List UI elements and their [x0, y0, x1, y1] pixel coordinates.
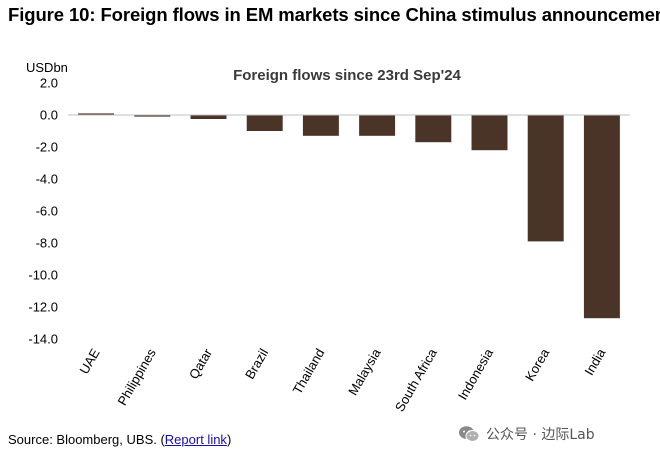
y-tick-label: -2.0: [36, 140, 58, 155]
x-tick-label: Qatar: [186, 345, 216, 381]
bar-south-africa: [415, 115, 452, 143]
bar-malaysia: [359, 115, 396, 136]
x-tick-label: UAE: [76, 346, 103, 377]
y-tick-label: -4.0: [36, 172, 58, 187]
y-tick-label: -12.0: [28, 300, 58, 315]
y-tick-label: 0.0: [40, 108, 58, 123]
x-tick-label: Malaysia: [345, 345, 384, 398]
y-axis-label: USDbn: [26, 60, 68, 75]
wechat-icon: [459, 426, 480, 442]
watermark-text: 公众号 · 边际Lab: [486, 427, 595, 443]
y-tick-label: -10.0: [28, 268, 58, 283]
bar-thailand: [302, 115, 339, 136]
bar-philippines: [134, 115, 171, 117]
x-tick-label: Thailand: [290, 346, 328, 397]
bar-qatar: [190, 115, 227, 119]
bars: [78, 113, 620, 319]
bar-indonesia: [471, 115, 508, 151]
x-tick-label: Korea: [522, 345, 553, 383]
y-axis-ticks: 2.0 0.0 -2.0 -4.0 -6.0 -8.0 -10.0 -12.0 -14.0: [28, 76, 58, 347]
bar-india: [583, 115, 620, 319]
source-note: Source: Bloomberg, UBS. (Report link): [8, 432, 231, 447]
bar-brazil: [246, 115, 283, 131]
y-tick-label: -6.0: [36, 204, 58, 219]
y-tick-label: -8.0: [36, 236, 58, 251]
source-suffix: ): [226, 432, 232, 447]
x-tick-label: Indonesia: [455, 345, 497, 402]
figure-title: Figure 10: Foreign flows in EM markets s…: [8, 4, 660, 25]
x-tick-label: South Africa: [392, 345, 440, 414]
x-tick-label: Philippines: [114, 346, 159, 408]
chart-title: Foreign flows since 23rd Sep'24: [233, 67, 461, 84]
report-link[interactable]: Report link: [164, 432, 227, 447]
x-tick-label: India: [581, 345, 608, 378]
watermark: 公众号 · 边际Lab: [458, 424, 595, 444]
bar-uae: [78, 113, 115, 115]
y-tick-label: 2.0: [40, 76, 58, 91]
x-axis-tick-labels: UAE Philippines Qatar Brazil Thailand Malaysi…: [76, 345, 609, 414]
y-tick-label: -14.0: [28, 332, 58, 347]
x-tick-label: Brazil: [242, 346, 271, 382]
source-prefix: Source: Bloomberg, UBS. (: [8, 432, 165, 447]
bar-korea: [527, 115, 564, 242]
